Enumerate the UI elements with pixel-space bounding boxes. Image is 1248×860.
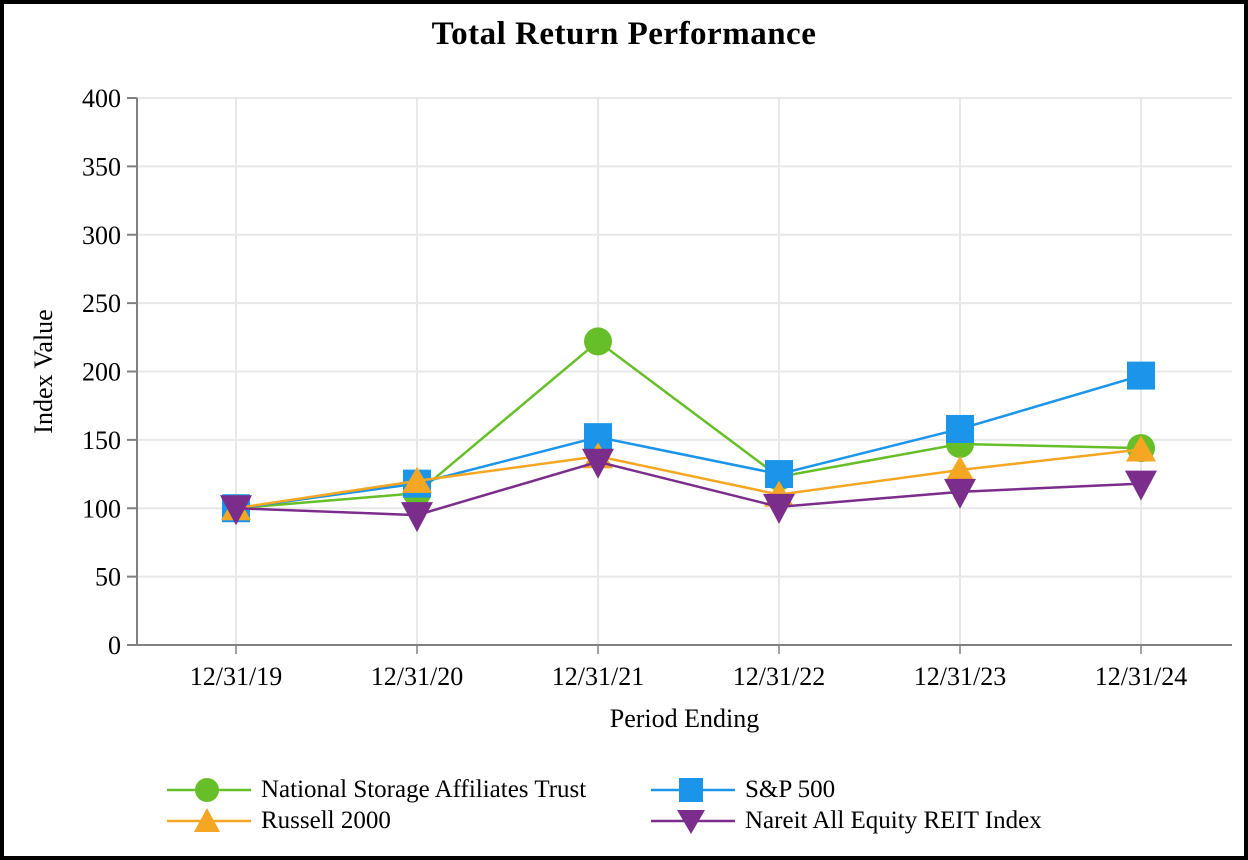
chart-plot-area: 0 50 100 150 200 250 300 350 400 12/31/19 12/31/20… bbox=[29, 84, 1232, 733]
y-tick-label: 350 bbox=[82, 152, 121, 181]
y-tick-label: 150 bbox=[82, 426, 121, 455]
y-axis-title: Index Value bbox=[29, 309, 58, 433]
y-tick-label: 50 bbox=[95, 563, 121, 592]
y-tick-label: 100 bbox=[82, 494, 121, 523]
y-tick-label: 300 bbox=[82, 221, 121, 250]
legend-item-2: Russell 2000 bbox=[167, 806, 651, 836]
data-point-marker-s1-p4 bbox=[946, 414, 974, 443]
y-tick-label: 0 bbox=[108, 631, 121, 660]
triangle-down-legend-swatch-icon bbox=[651, 809, 735, 834]
legend-item-1: S&P 500 bbox=[651, 775, 1042, 805]
x-tick-label: 12/31/22 bbox=[733, 662, 825, 691]
triangle-up-legend-swatch-icon bbox=[167, 807, 251, 832]
data-point-marker-s2-p4 bbox=[945, 455, 975, 482]
x-tick-label: 12/31/20 bbox=[371, 662, 463, 691]
chart-legend: National Storage Affiliates Trust S&P 500… bbox=[167, 774, 1042, 836]
x-axis-title: Period Ending bbox=[610, 704, 760, 733]
legend-label-0: National Storage Affiliates Trust bbox=[261, 776, 587, 803]
chart-title: Total Return Performance bbox=[431, 16, 817, 52]
legend-label-3: Nareit All Equity REIT Index bbox=[745, 807, 1042, 834]
data-point-marker-s3-p4 bbox=[944, 478, 976, 509]
x-tick-label: 12/31/19 bbox=[190, 662, 282, 691]
data-point-marker-s1-p5 bbox=[1127, 361, 1155, 390]
data-point-marker-s3-p3 bbox=[763, 493, 795, 524]
data-point-marker-s3-p0 bbox=[220, 495, 252, 526]
legend-label-1: S&P 500 bbox=[745, 776, 836, 803]
legend-label-2: Russell 2000 bbox=[261, 807, 391, 834]
y-tick-label: 250 bbox=[82, 289, 121, 318]
series-line-2 bbox=[235, 448, 1142, 510]
y-tick-label: 400 bbox=[82, 84, 121, 113]
series-line-1 bbox=[235, 374, 1142, 510]
legend-item-0: National Storage Affiliates Trust bbox=[167, 775, 651, 805]
circle-legend-swatch-icon bbox=[167, 777, 251, 802]
data-point-marker-s3-p2 bbox=[582, 448, 614, 479]
legend-item-3: Nareit All Equity REIT Index bbox=[651, 806, 1042, 836]
series-line-0 bbox=[235, 339, 1142, 510]
x-tick-label: 12/31/24 bbox=[1095, 662, 1187, 691]
series-line-3 bbox=[235, 460, 1142, 517]
data-point-marker-s2-p1 bbox=[402, 466, 432, 493]
y-tick-label: 200 bbox=[82, 358, 121, 387]
x-tick-label: 12/31/23 bbox=[914, 662, 1006, 691]
x-tick-label: 12/31/21 bbox=[552, 662, 644, 691]
data-point-marker-s2-p5 bbox=[1126, 435, 1156, 462]
data-point-marker-s3-p1 bbox=[401, 502, 433, 533]
square-legend-swatch-icon bbox=[651, 777, 735, 802]
data-point-marker-s0-p2 bbox=[584, 327, 612, 356]
data-point-marker-s3-p5 bbox=[1125, 470, 1157, 501]
